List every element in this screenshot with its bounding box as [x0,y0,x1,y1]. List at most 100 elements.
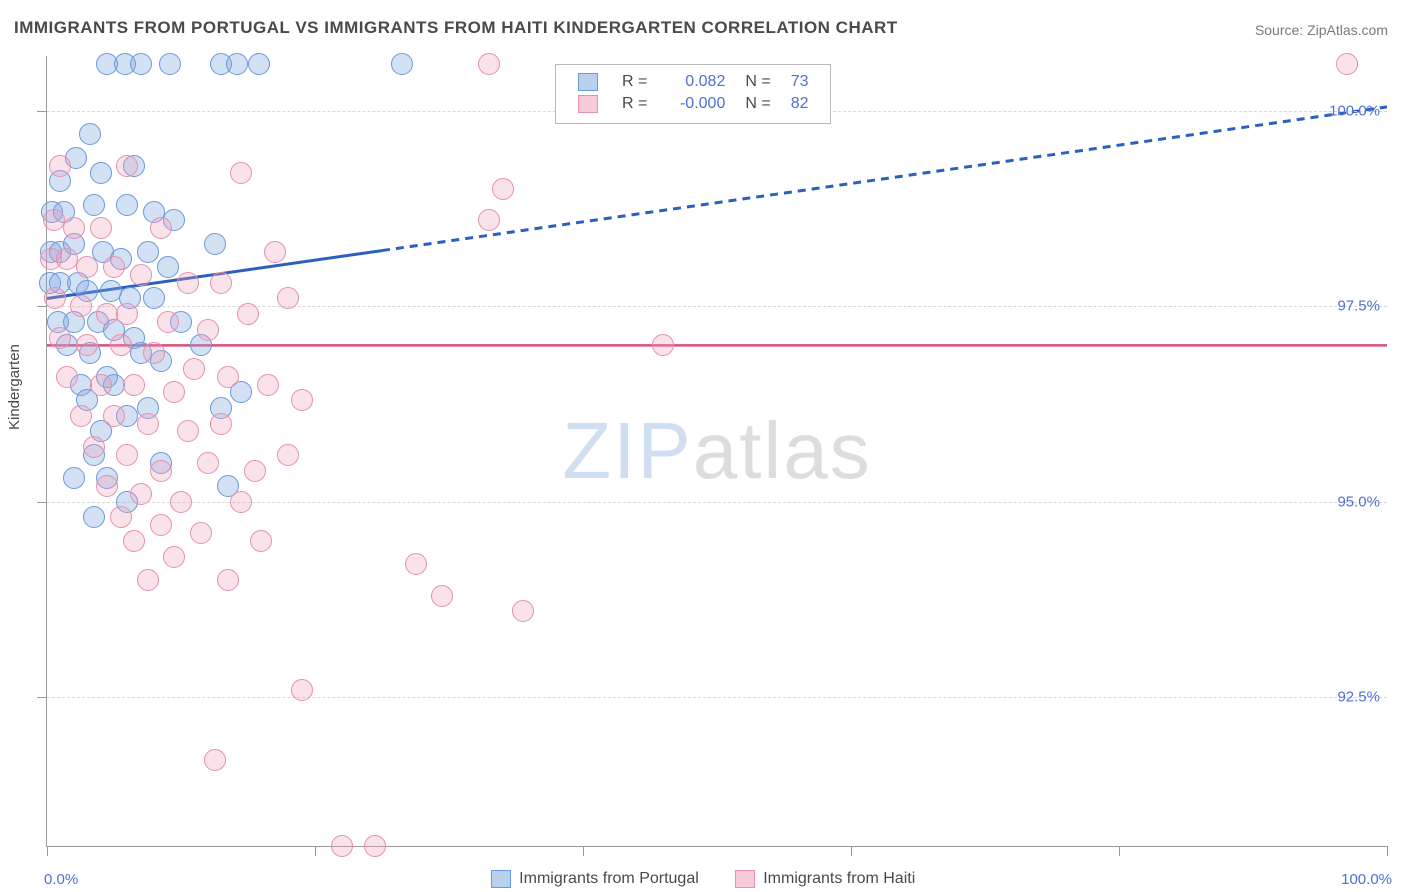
data-point [257,374,279,396]
data-point [364,835,386,857]
x-tick [315,846,316,856]
data-point [49,155,71,177]
data-point [157,256,179,278]
x-tick [1387,846,1388,856]
data-point [478,53,500,75]
data-point [63,217,85,239]
data-point [170,491,192,513]
data-point [90,162,112,184]
legend-n-label: N = [735,71,780,93]
legend-r-value: 0.082 [657,71,735,93]
legend-series-label: Immigrants from Portugal [519,870,699,887]
data-point [123,374,145,396]
data-point [110,334,132,356]
data-point [159,53,181,75]
data-point [90,217,112,239]
data-point [137,241,159,263]
data-point [210,272,232,294]
data-point [512,600,534,622]
data-point [217,366,239,388]
legend-item: Immigrants from Haiti [735,870,915,887]
data-point [130,483,152,505]
data-point [291,679,313,701]
data-point [116,303,138,325]
legend-r-label: R = [612,71,657,93]
data-point [157,311,179,333]
data-point [237,303,259,325]
source-attribution: Source: ZipAtlas.com [1255,22,1388,38]
data-point [177,420,199,442]
data-point [190,522,212,544]
data-point [197,452,219,474]
legend-n-label: N = [735,93,780,115]
data-point [478,209,500,231]
x-tick [1119,846,1120,856]
legend-item: Immigrants from Portugal [491,870,699,887]
source-link[interactable]: ZipAtlas.com [1307,22,1388,38]
data-point [197,319,219,341]
data-point [230,491,252,513]
legend-swatch [578,95,598,113]
data-point [137,569,159,591]
data-point [150,514,172,536]
data-point [56,248,78,270]
data-point [83,436,105,458]
data-point [1336,53,1358,75]
data-point [123,530,145,552]
y-axis-label: Kindergarten [6,344,23,430]
legend-swatch [491,870,511,888]
y-tick-label: 92.5% [1337,689,1380,706]
data-point [230,162,252,184]
correlation-legend: R =0.082N =73 R =-0.000N =82 [555,64,831,124]
data-point [130,53,152,75]
data-point [110,506,132,528]
data-point [49,327,71,349]
data-point [143,342,165,364]
x-tick [47,846,48,856]
data-point [163,381,185,403]
x-tick [583,846,584,856]
legend-r-label: R = [612,93,657,115]
data-point [150,217,172,239]
data-point [83,194,105,216]
data-point [96,303,118,325]
legend-swatch [735,870,755,888]
data-point [248,53,270,75]
data-point [76,334,98,356]
y-tick-label: 97.5% [1337,298,1380,315]
watermark-atlas: atlas [693,406,872,495]
data-point [137,413,159,435]
data-point [56,366,78,388]
legend-swatch [578,73,598,91]
data-point [226,53,248,75]
data-point [391,53,413,75]
data-point [116,155,138,177]
data-point [210,413,232,435]
data-point [63,467,85,489]
data-point [70,405,92,427]
legend-r-value: -0.000 [657,93,735,115]
data-point [90,374,112,396]
data-point [83,506,105,528]
data-point [277,444,299,466]
data-point [277,287,299,309]
data-point [96,475,118,497]
data-point [264,241,286,263]
data-point [43,209,65,231]
data-point [652,334,674,356]
data-point [130,264,152,286]
data-point [163,546,185,568]
data-point [150,460,172,482]
chart-plot-area: ZIPatlas [46,56,1387,847]
source-prefix: Source: [1255,22,1307,38]
data-point [431,585,453,607]
data-point [177,272,199,294]
x-tick-max: 100.0% [1341,871,1392,888]
legend-n-value: 73 [781,71,819,93]
data-point [331,835,353,857]
data-point [116,444,138,466]
legend-n-value: 82 [781,93,819,115]
chart-title: IMMIGRANTS FROM PORTUGAL VS IMMIGRANTS F… [14,18,898,38]
x-tick [851,846,852,856]
data-point [143,287,165,309]
